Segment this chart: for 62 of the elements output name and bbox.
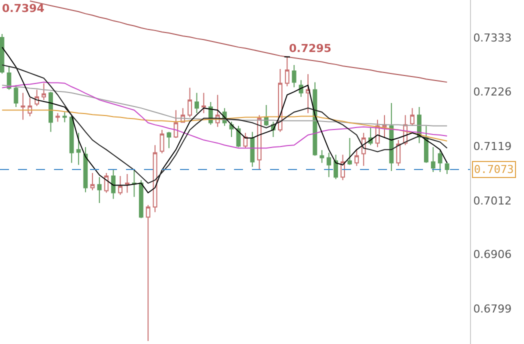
candlestick [152, 144, 158, 213]
candlestick [160, 129, 164, 154]
candlestick [334, 154, 338, 180]
candlestick [20, 92, 26, 120]
candlestick [97, 176, 102, 204]
ref-line-label: 0.7073 [474, 163, 514, 176]
line-series [2, 84, 448, 126]
candlestick [48, 91, 53, 132]
candlestick [292, 64, 296, 88]
y-tick-label: 0.7333 [473, 31, 512, 44]
candlestick [424, 125, 428, 164]
candlestick [194, 92, 199, 114]
candlestick [264, 104, 268, 126]
candlestick [0, 33, 4, 74]
candlestick [354, 150, 359, 166]
annotation: 0.7394 [2, 2, 45, 15]
candlestick [438, 150, 442, 172]
candlestick [257, 114, 262, 170]
annotation: 0.7295 [289, 42, 332, 55]
candlestick [111, 169, 116, 200]
candlestick [202, 92, 206, 114]
candlestick [326, 152, 332, 178]
y-tick-label: 0.6906 [473, 248, 512, 262]
line-series [2, 64, 448, 184]
candlestick [444, 161, 450, 175]
candlestick [118, 176, 122, 196]
candlestick [14, 84, 18, 108]
candlestick [138, 180, 144, 219]
candlestick [90, 172, 95, 191]
candlestick [306, 74, 310, 114]
y-tick-label: 0.6799 [473, 302, 512, 316]
candlestick [229, 121, 234, 138]
candlestick [146, 204, 150, 342]
candlestick [396, 140, 401, 166]
y-tick-label: 0.7119 [473, 140, 512, 153]
candlestick [125, 174, 130, 194]
candlestick [389, 102, 394, 172]
candlestick [104, 172, 109, 194]
candlestick [62, 112, 67, 123]
candlestick [430, 146, 436, 172]
y-tick-label: 0.7226 [473, 86, 512, 99]
candlestick [76, 132, 81, 166]
candlestick [56, 112, 60, 122]
candlestick [132, 169, 136, 198]
candlestick [42, 82, 46, 100]
candlestick [69, 114, 74, 164]
candlestick [243, 132, 248, 149]
candlestick [298, 80, 304, 98]
candlestick [320, 150, 324, 164]
candlestick [278, 68, 282, 132]
candlestick [348, 138, 352, 166]
candlestick [410, 108, 414, 126]
candlestick [174, 110, 178, 139]
candlestick [166, 131, 172, 149]
line-series [2, 110, 448, 142]
candlestick [250, 131, 255, 168]
candlestick [28, 97, 32, 117]
candlestick [188, 87, 192, 118]
candlestick [284, 56, 290, 87]
line-series [2, 82, 448, 149]
y-tick-label: 0.7012 [473, 194, 512, 208]
candlestick [382, 114, 387, 139]
